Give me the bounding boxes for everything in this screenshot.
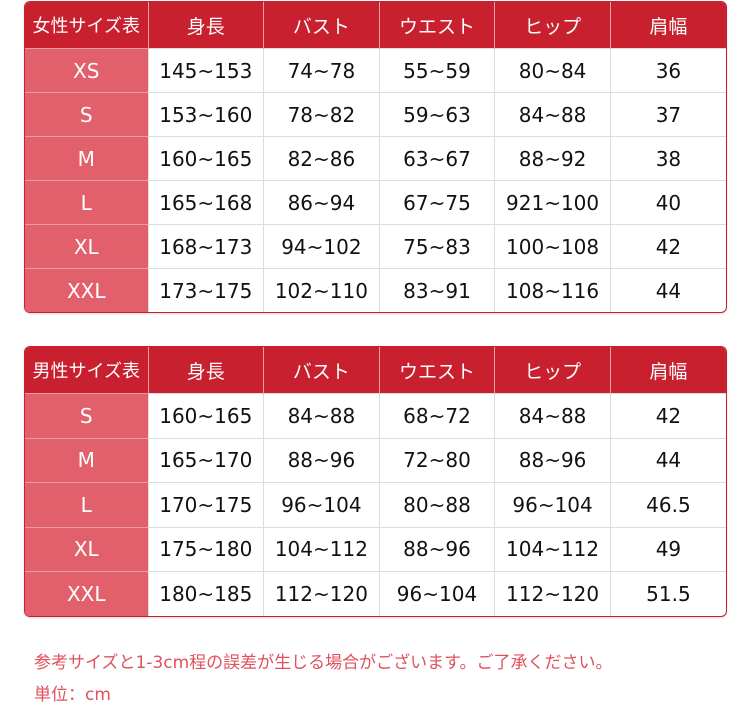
- table-row: L 165~168 86~94 67~75 921~100 40: [25, 180, 726, 225]
- table-cell: 44: [609, 268, 726, 312]
- table-cell: 104~112: [263, 526, 380, 572]
- size-label: M: [25, 437, 148, 483]
- table-cell: 96~104: [263, 482, 380, 527]
- table-cell: 84~88: [494, 92, 611, 137]
- table-cell: 88~96: [263, 437, 380, 483]
- size-label: XS: [25, 48, 148, 93]
- table-cell: 84~88: [263, 393, 380, 438]
- table-cell: 112~120: [263, 571, 380, 616]
- table-cell: 104~112: [494, 526, 611, 572]
- table-cell: 46.5: [609, 482, 726, 527]
- table-cell: 165~168: [147, 180, 264, 225]
- table-cell: 84~88: [494, 393, 611, 438]
- table-cell: 88~92: [494, 136, 611, 181]
- table-cell: 173~175: [147, 268, 264, 312]
- table-cell: 67~75: [378, 180, 495, 225]
- table-cell: 82~86: [263, 136, 380, 181]
- table-cell: 175~180: [147, 526, 264, 572]
- size-label: S: [25, 393, 148, 438]
- column-header: ヒップ: [494, 2, 611, 49]
- size-label: S: [25, 92, 148, 137]
- table-cell: 108~116: [494, 268, 611, 312]
- column-header: ヒップ: [494, 347, 611, 394]
- table-row: M 165~170 88~96 72~80 88~96 44: [25, 437, 726, 483]
- table-row: M 160~165 82~86 63~67 88~92 38: [25, 136, 726, 181]
- table-row: L 170~175 96~104 80~88 96~104 46.5: [25, 482, 726, 527]
- column-header: 肩幅: [609, 347, 726, 394]
- table-cell: 42: [609, 224, 726, 269]
- column-header: ウエスト: [378, 347, 495, 394]
- table-row: S 160~165 84~88 68~72 84~88 42: [25, 393, 726, 438]
- column-header: 身長: [147, 347, 264, 394]
- table-row: XS 145~153 74~78 55~59 80~84 36: [25, 48, 726, 93]
- table-cell: 74~78: [263, 48, 380, 93]
- table-row: S 153~160 78~82 59~63 84~88 37: [25, 92, 726, 137]
- table-cell: 180~185: [147, 571, 264, 616]
- size-label: M: [25, 136, 148, 181]
- table-cell: 63~67: [378, 136, 495, 181]
- size-label: XXL: [25, 268, 148, 312]
- table-cell: 153~160: [147, 92, 264, 137]
- men-size-table: 男性サイズ表 身長 バスト ウエスト ヒップ 肩幅 S 160~165 84~88 68~72 84…: [24, 346, 727, 617]
- table-cell: 59~63: [378, 92, 495, 137]
- table-cell: 80~88: [378, 482, 495, 527]
- size-label: XL: [25, 526, 148, 572]
- table-cell: 55~59: [378, 48, 495, 93]
- table-cell: 96~104: [378, 571, 495, 616]
- table-cell: 145~153: [147, 48, 264, 93]
- table-cell: 94~102: [263, 224, 380, 269]
- column-header: 身長: [147, 2, 264, 49]
- table-cell: 160~165: [147, 393, 264, 438]
- table-cell: 88~96: [494, 437, 611, 483]
- table-cell: 72~80: [378, 437, 495, 483]
- table-cell: 168~173: [147, 224, 264, 269]
- size-disclaimer: 参考サイズと1-3cm程の誤差が生じる場合がございます。ご了承ください。: [34, 653, 613, 673]
- table-cell: 49: [609, 526, 726, 572]
- table-cell: 96~104: [494, 482, 611, 527]
- women-size-table: 女性サイズ表 身長 バスト ウエスト ヒップ 肩幅 XS 145~153 74~78 55~59 8…: [24, 1, 727, 313]
- table-cell: 42: [609, 393, 726, 438]
- table-cell: 170~175: [147, 482, 264, 527]
- table-cell: 38: [609, 136, 726, 181]
- column-header: ウエスト: [378, 2, 495, 49]
- size-label: L: [25, 180, 148, 225]
- column-header: バスト: [263, 347, 380, 394]
- table-title: 男性サイズ表: [25, 347, 148, 394]
- table-cell: 44: [609, 437, 726, 483]
- table-cell: 112~120: [494, 571, 611, 616]
- table-cell: 102~110: [263, 268, 380, 312]
- size-label: L: [25, 482, 148, 527]
- table-row: XXL 180~185 112~120 96~104 112~120 51.5: [25, 571, 726, 616]
- column-header: バスト: [263, 2, 380, 49]
- size-label: XL: [25, 224, 148, 269]
- table-cell: 100~108: [494, 224, 611, 269]
- table-row: XXL 173~175 102~110 83~91 108~116 44: [25, 268, 726, 312]
- table-cell: 68~72: [378, 393, 495, 438]
- table-cell: 40: [609, 180, 726, 225]
- table-cell: 80~84: [494, 48, 611, 93]
- table-cell: 51.5: [609, 571, 726, 616]
- table-cell: 83~91: [378, 268, 495, 312]
- table-cell: 37: [609, 92, 726, 137]
- size-label: XXL: [25, 571, 148, 616]
- unit-label: 単位：cm: [34, 685, 111, 705]
- table-cell: 921~100: [494, 180, 611, 225]
- table-cell: 36: [609, 48, 726, 93]
- column-header: 肩幅: [609, 2, 726, 49]
- table-title: 女性サイズ表: [25, 2, 148, 49]
- table-cell: 160~165: [147, 136, 264, 181]
- table-row: XL 175~180 104~112 88~96 104~112 49: [25, 526, 726, 572]
- table-row: XL 168~173 94~102 75~83 100~108 42: [25, 224, 726, 269]
- table-cell: 75~83: [378, 224, 495, 269]
- table-cell: 78~82: [263, 92, 380, 137]
- table-cell: 165~170: [147, 437, 264, 483]
- table-cell: 88~96: [378, 526, 495, 572]
- table-cell: 86~94: [263, 180, 380, 225]
